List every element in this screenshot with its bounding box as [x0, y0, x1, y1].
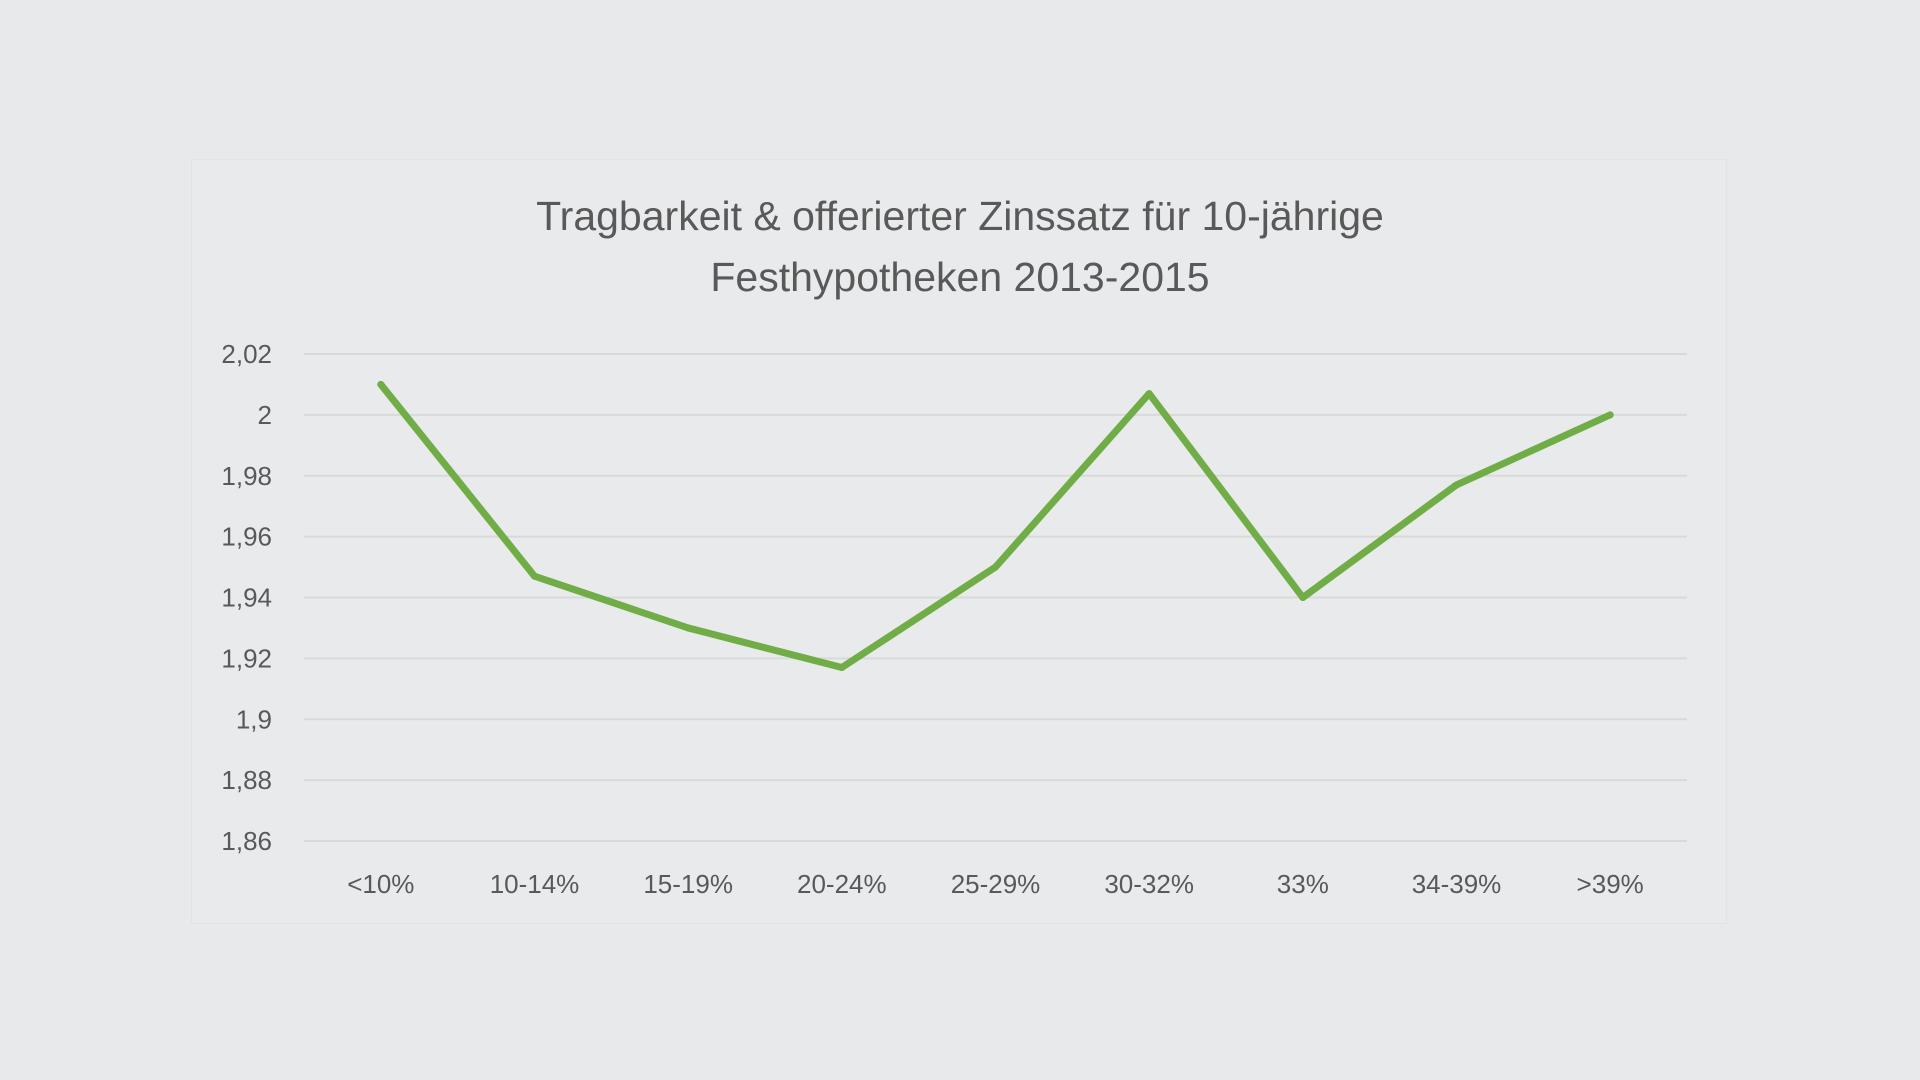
y-tick-label: 1,88: [221, 765, 272, 795]
data-point: [684, 624, 692, 632]
y-tick-label: 2: [258, 400, 272, 430]
y-tick-label: 1,86: [221, 826, 272, 856]
x-tick-label: 10-14%: [490, 869, 580, 899]
y-tick-label: 1,96: [221, 522, 272, 552]
data-point: [1299, 594, 1307, 601]
x-tick-label: 20-24%: [797, 869, 887, 899]
x-axis-labels: <10% 10-14% 15-19% 20-24% 25-29% 30-32% 33% 34-…: [347, 869, 1644, 899]
gridlines: [304, 353, 1687, 842]
data-point: [1606, 411, 1614, 419]
x-tick-label: >39%: [1577, 869, 1644, 899]
x-tick-label: 34-39%: [1412, 869, 1502, 899]
data-point: [1145, 390, 1153, 398]
y-tick-label: 1,98: [221, 461, 272, 491]
x-tick-label: 15-19%: [643, 869, 733, 899]
series-layer: [377, 380, 1614, 672]
y-tick-label: 1,94: [221, 583, 272, 613]
x-tick-label: 25-29%: [951, 869, 1041, 899]
x-tick-label: 33%: [1277, 869, 1329, 899]
chart-card: Tragbarkeit & offerierter Zinssatz für 1…: [191, 159, 1727, 924]
y-tick-label: 1,92: [221, 643, 272, 673]
y-axis-labels: 2,02 2 1,98 1,96 1,94 1,92 1,9 1,88 1,86: [221, 339, 272, 856]
data-point: [838, 664, 846, 672]
line-chart: Tragbarkeit & offerierter Zinssatz für 1…: [221, 193, 1687, 899]
x-tick-label: <10%: [347, 869, 414, 899]
data-point: [377, 380, 385, 388]
x-tick-label: 30-32%: [1104, 869, 1194, 899]
y-tick-label: 1,9: [236, 704, 272, 734]
series-line: [377, 380, 1614, 672]
data-point: [1453, 481, 1460, 489]
data-point: [531, 572, 538, 580]
data-point: [992, 563, 999, 571]
y-tick-label: 2,02: [221, 339, 272, 369]
chart-title-line-2: Festhypotheken 2013-2015: [710, 254, 1209, 300]
chart-title-line-1: Tragbarkeit & offerierter Zinssatz für 1…: [536, 193, 1384, 239]
